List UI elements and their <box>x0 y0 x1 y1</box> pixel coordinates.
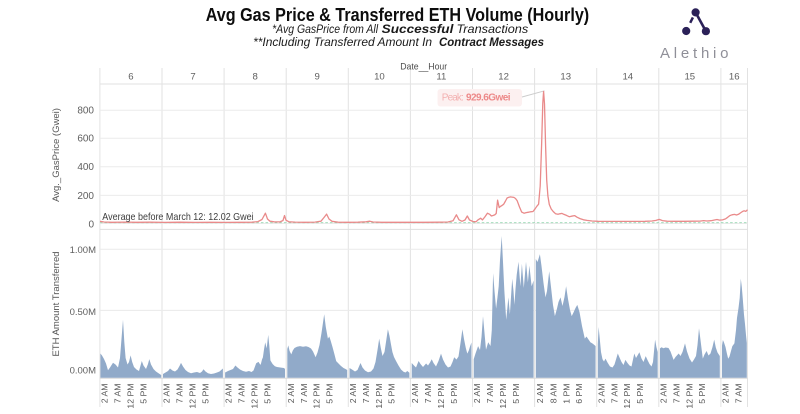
svg-text:15: 15 <box>684 72 695 83</box>
svg-text:12: 12 <box>498 72 509 83</box>
svg-text:Alethio: Alethio <box>660 45 731 62</box>
svg-text:Successful: Successful <box>382 24 455 36</box>
svg-text:12 PM: 12 PM <box>622 384 632 409</box>
svg-text:7 AM: 7 AM <box>485 384 495 404</box>
svg-text:Date__Hour: Date__Hour <box>400 62 447 73</box>
svg-text:6 PM: 6 PM <box>574 384 584 404</box>
svg-text:0.50M: 0.50M <box>70 307 96 318</box>
svg-text:7 AM: 7 AM <box>113 384 123 404</box>
svg-text:12 PM: 12 PM <box>374 384 384 409</box>
svg-text:7 AM: 7 AM <box>361 384 371 404</box>
svg-text:5 PM: 5 PM <box>511 384 521 404</box>
svg-text:Avg Gas Price & Transferred ET: Avg Gas Price & Transferred ETH Volume (… <box>206 4 590 25</box>
svg-text:2 AM: 2 AM <box>348 384 358 404</box>
svg-text:2 AM: 2 AM <box>100 384 110 404</box>
svg-text:12 PM: 12 PM <box>498 384 508 409</box>
svg-text:5 PM: 5 PM <box>449 384 459 404</box>
svg-text:12 PM: 12 PM <box>436 384 446 409</box>
svg-text:12 PM: 12 PM <box>125 384 135 409</box>
svg-text:2 AM: 2 AM <box>596 384 606 404</box>
svg-text:2 AM: 2 AM <box>535 384 545 404</box>
svg-text:7: 7 <box>190 72 195 83</box>
svg-text:2 AM: 2 AM <box>162 384 172 404</box>
svg-text:16: 16 <box>729 72 740 83</box>
svg-text:2 AM: 2 AM <box>472 384 482 404</box>
svg-text:929.6Gwei: 929.6Gwei <box>466 92 511 103</box>
svg-text:**Including Transferred Amount: **Including Transferred Amount In <box>253 37 432 49</box>
svg-text:Contract Messages: Contract Messages <box>439 37 544 49</box>
svg-text:7 AM: 7 AM <box>734 384 744 404</box>
svg-text:8 AM: 8 AM <box>548 384 558 404</box>
svg-text:0.00M: 0.00M <box>70 366 96 377</box>
svg-text:200: 200 <box>77 191 94 202</box>
svg-text:10: 10 <box>374 72 385 83</box>
svg-text:5 PM: 5 PM <box>138 384 148 404</box>
svg-text:5 PM: 5 PM <box>325 384 335 404</box>
svg-text:ETH Amount Transferred: ETH Amount Transferred <box>51 251 62 356</box>
svg-text:5 PM: 5 PM <box>635 384 645 404</box>
svg-text:7 AM: 7 AM <box>423 384 433 404</box>
svg-text:9: 9 <box>315 72 320 83</box>
svg-text:600: 600 <box>77 134 94 145</box>
svg-text:Peak:: Peak: <box>442 92 464 103</box>
svg-text:5 PM: 5 PM <box>697 384 707 404</box>
svg-text:*Avg GasPrice from All: *Avg GasPrice from All <box>272 24 378 36</box>
svg-text:2 AM: 2 AM <box>721 384 731 404</box>
svg-text:5 PM: 5 PM <box>263 384 273 404</box>
svg-text:12 PM: 12 PM <box>312 384 322 409</box>
svg-text:2 AM: 2 AM <box>410 384 420 404</box>
svg-text:6: 6 <box>128 72 133 83</box>
svg-text:5 PM: 5 PM <box>200 384 210 404</box>
svg-text:2 AM: 2 AM <box>286 384 296 404</box>
svg-text:2 AM: 2 AM <box>658 384 668 404</box>
svg-text:1.00M: 1.00M <box>70 245 96 256</box>
svg-text:7 AM: 7 AM <box>237 384 247 404</box>
svg-text:11: 11 <box>436 72 446 83</box>
svg-text:5 PM: 5 PM <box>387 384 397 404</box>
svg-text:8: 8 <box>253 72 258 83</box>
svg-text:800: 800 <box>77 106 94 117</box>
svg-text:2 AM: 2 AM <box>224 384 234 404</box>
svg-text:12 PM: 12 PM <box>188 384 198 409</box>
svg-text:Avg._GasPrice (Gwei): Avg._GasPrice (Gwei) <box>51 108 62 202</box>
svg-text:400: 400 <box>77 162 94 173</box>
svg-text:14: 14 <box>622 72 633 83</box>
svg-text:12 PM: 12 PM <box>684 384 694 409</box>
svg-text:7 AM: 7 AM <box>299 384 309 404</box>
svg-text:12 PM: 12 PM <box>250 384 260 409</box>
svg-text:13: 13 <box>560 72 571 83</box>
svg-text:1 PM: 1 PM <box>561 384 571 404</box>
svg-text:Transactions: Transactions <box>457 24 529 36</box>
svg-text:Average before March 12: 12.02: Average before March 12: 12.02 Gwei <box>102 211 253 223</box>
svg-text:0: 0 <box>88 219 94 230</box>
svg-text:7 AM: 7 AM <box>609 384 619 404</box>
svg-text:7 AM: 7 AM <box>175 384 185 404</box>
svg-text:7 AM: 7 AM <box>671 384 681 404</box>
